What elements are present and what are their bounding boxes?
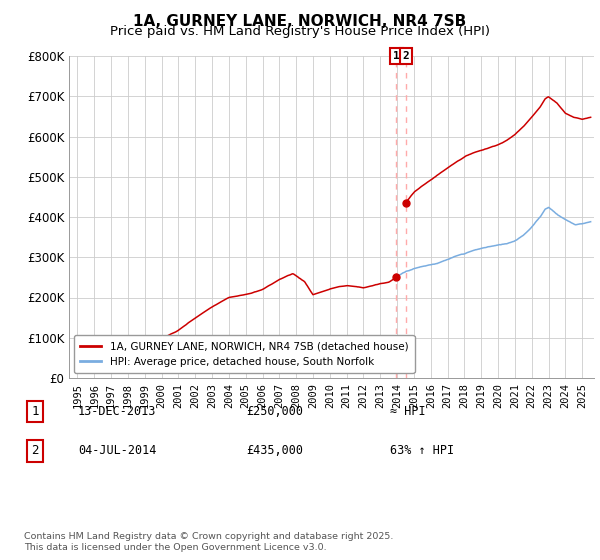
Text: £435,000: £435,000 [246,444,303,458]
Text: 63% ↑ HPI: 63% ↑ HPI [390,444,454,458]
Text: 04-JUL-2014: 04-JUL-2014 [78,444,157,458]
Text: Contains HM Land Registry data © Crown copyright and database right 2025.
This d: Contains HM Land Registry data © Crown c… [24,532,394,552]
Text: £250,000: £250,000 [246,405,303,418]
Legend: 1A, GURNEY LANE, NORWICH, NR4 7SB (detached house), HPI: Average price, detached: 1A, GURNEY LANE, NORWICH, NR4 7SB (detac… [74,335,415,373]
Text: 1: 1 [393,51,400,61]
Text: 2: 2 [31,444,38,458]
Text: Price paid vs. HM Land Registry's House Price Index (HPI): Price paid vs. HM Land Registry's House … [110,25,490,38]
Text: 1: 1 [31,405,38,418]
Text: 1A, GURNEY LANE, NORWICH, NR4 7SB: 1A, GURNEY LANE, NORWICH, NR4 7SB [133,14,467,29]
Text: 2: 2 [403,51,410,61]
Text: 13-DEC-2013: 13-DEC-2013 [78,405,157,418]
Text: ≈ HPI: ≈ HPI [390,405,425,418]
